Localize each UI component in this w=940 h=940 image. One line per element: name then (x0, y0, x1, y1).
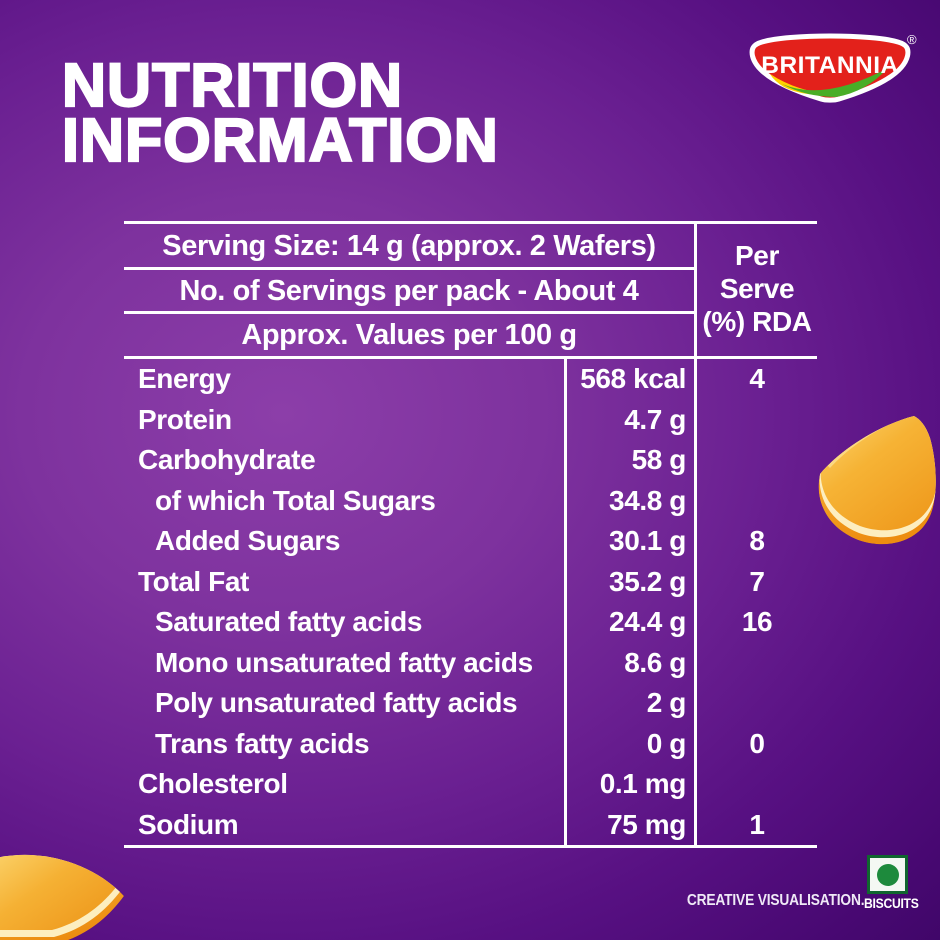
row-value: 34.8 g (609, 484, 686, 516)
rda-header-line3: (%) RDA (702, 306, 812, 337)
veg-mark-icon (867, 855, 908, 894)
row-rda: 0 (749, 727, 765, 759)
creative-visualisation-text: CREATIVE VISUALISATION. (686, 892, 865, 909)
registered-mark-icon: ® (907, 32, 917, 47)
row-label: Protein (138, 403, 232, 435)
row-label: Mono unsaturated fatty acids (155, 646, 533, 678)
servings-per-pack-row: No. of Servings per pack - About 4 (179, 275, 639, 307)
row-label: Sodium (138, 808, 239, 840)
row-value: 2 g (646, 687, 687, 719)
table-row: Poly unsaturated fatty acids 2 g (124, 683, 817, 724)
row-label: Trans fatty acids (155, 727, 370, 759)
row-value: 35.2 g (609, 565, 686, 597)
orange-slice-left-image (0, 854, 124, 940)
row-label: Saturated fatty acids (155, 606, 423, 638)
row-label: Cholesterol (138, 768, 288, 800)
serving-size-row: Serving Size: 14 g (approx. 2 Wafers) (162, 230, 656, 262)
table-row: Total Fat 35.2 g 7 (124, 562, 817, 603)
orange-slice-right-image (818, 416, 936, 545)
page-title-line1: NUTRITION (61, 51, 404, 119)
page-title-line2: INFORMATION (61, 106, 499, 174)
row-label: Poly unsaturated fatty acids (155, 687, 518, 719)
table-row: Sodium 75 mg 1 (124, 805, 817, 846)
row-rda: 1 (749, 808, 765, 840)
table-row: Mono unsaturated fatty acids 8.6 g (124, 643, 817, 684)
page-title: NUTRITION INFORMATION (61, 51, 499, 174)
nutrition-table: Serving Size: 14 g (approx. 2 Wafers) No… (124, 221, 817, 849)
row-label: of which Total Sugars (155, 484, 436, 516)
table-line-h3 (124, 356, 817, 359)
rda-header-line2: Serve (719, 273, 795, 304)
table-row: Carbohydrate 58 g (124, 440, 817, 481)
row-value: 0 g (646, 727, 687, 759)
row-rda: 8 (749, 525, 765, 557)
table-row: Added Sugars 30.1 g 8 (124, 521, 817, 562)
row-rda: 16 (741, 606, 773, 638)
row-value: 75 mg (607, 808, 686, 840)
table-body: Energy 568 kcal 4 Protein 4.7 g Carbohydrate 5… (124, 359, 817, 845)
rda-header-line1: Per (735, 240, 779, 271)
row-value: 0.1 mg (599, 768, 687, 800)
brand-logo: BRITANNIA ® (749, 32, 917, 103)
approx-values-row: Approx. Values per 100 g (241, 319, 577, 351)
row-value: 30.1 g (609, 525, 686, 557)
table-row: Cholesterol 0.1 mg (124, 764, 817, 805)
table-line-v2 (564, 356, 567, 845)
row-value: 58 g (631, 444, 687, 476)
row-value: 8.6 g (624, 646, 686, 678)
biscuits-text: BISCUITS (864, 896, 919, 911)
row-value: 4.7 g (624, 403, 686, 435)
veg-mark-dot-icon (876, 863, 899, 886)
table-line-bottom (124, 845, 817, 848)
logo-swoosh-green-icon (782, 68, 888, 97)
table-row: Protein 4.7 g (124, 400, 817, 441)
rda-header-cell: Per Serve (%) RDA (697, 221, 817, 356)
britannia-wordmark: BRITANNIA (761, 52, 898, 79)
row-label: Total Fat (138, 565, 249, 597)
row-rda: 7 (749, 565, 765, 597)
table-row: Trans fatty acids 0 g 0 (124, 724, 817, 765)
row-label: Carbohydrate (138, 444, 316, 476)
table-line-h1 (124, 267, 696, 270)
table-line-top (124, 221, 817, 224)
row-label: Energy (138, 363, 231, 395)
row-value: 568 kcal (580, 363, 686, 395)
table-row: of which Total Sugars 34.8 g (124, 481, 817, 522)
row-label: Added Sugars (155, 525, 341, 557)
row-rda: 4 (749, 363, 765, 395)
table-line-v1 (694, 221, 697, 848)
table-row: Energy 568 kcal 4 (124, 359, 817, 400)
row-value: 24.4 g (609, 606, 686, 638)
table-row: Saturated fatty acids 24.4 g 16 (124, 602, 817, 643)
table-line-h2 (124, 311, 696, 314)
